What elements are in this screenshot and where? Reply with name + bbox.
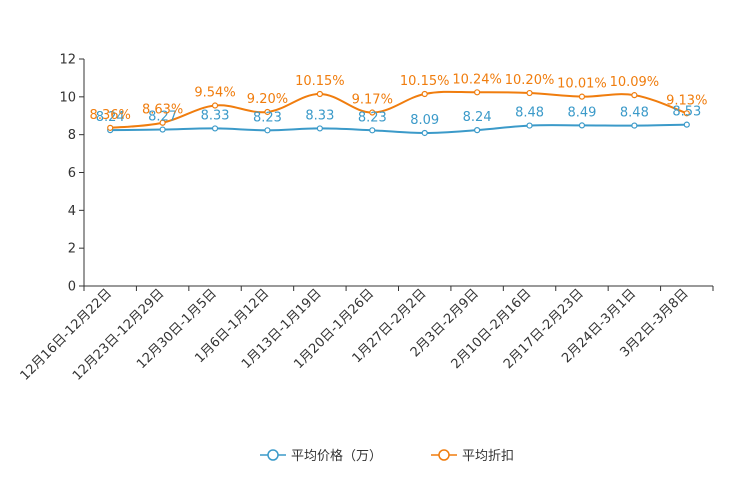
- data-point[interactable]: [264, 108, 271, 116]
- y-tick-label: 4: [68, 204, 76, 219]
- data-point[interactable]: [369, 127, 376, 134]
- data-label: 9.20%: [247, 92, 288, 107]
- data-label: 8.48: [620, 106, 649, 121]
- series-line-1: [110, 90, 688, 129]
- data-point[interactable]: [369, 109, 376, 116]
- y-tick-label: 0: [68, 280, 76, 295]
- data-label: 8.53: [672, 105, 701, 120]
- data-point[interactable]: [683, 110, 690, 117]
- data-point[interactable]: [421, 90, 428, 98]
- data-point[interactable]: [578, 93, 586, 100]
- data-point[interactable]: [211, 125, 219, 132]
- data-label: 8.49: [567, 105, 596, 120]
- data-point[interactable]: [107, 124, 114, 131]
- data-label: 8.36%: [90, 108, 131, 123]
- data-label: 9.54%: [194, 86, 235, 101]
- legend-marker: [267, 449, 279, 461]
- y-tick-label: 2: [68, 242, 76, 257]
- y-tick-label: 6: [68, 166, 76, 181]
- data-label: 8.09: [410, 113, 439, 128]
- data-point[interactable]: [526, 89, 533, 97]
- data-point[interactable]: [316, 125, 323, 132]
- data-point[interactable]: [578, 122, 586, 129]
- data-label: 8.33: [201, 108, 230, 123]
- series-line-0: [110, 123, 687, 134]
- data-point[interactable]: [264, 127, 271, 134]
- series-points: [107, 89, 690, 137]
- series-lines: [110, 90, 688, 134]
- legend-item-0[interactable]: 平均价格（万）: [260, 448, 382, 464]
- data-label: 10.15%: [400, 74, 450, 89]
- data-label: 8.23: [358, 110, 387, 125]
- data-point[interactable]: [159, 126, 166, 133]
- data-point[interactable]: [474, 127, 481, 134]
- data-label: 8.63%: [142, 103, 183, 118]
- data-label: 10.24%: [452, 72, 502, 87]
- data-point[interactable]: [316, 90, 323, 98]
- data-label: 8.33: [305, 108, 334, 123]
- data-label: 10.01%: [557, 77, 607, 92]
- y-tick-label: 10: [59, 90, 76, 105]
- data-label: 9.13%: [666, 93, 707, 108]
- data-point[interactable]: [159, 119, 166, 126]
- y-tick-label: 12: [59, 53, 76, 68]
- data-point[interactable]: [526, 122, 533, 129]
- data-label: 10.20%: [505, 73, 555, 88]
- legend[interactable]: 平均价格（万） 平均折扣: [260, 448, 514, 464]
- data-label: 8.24: [96, 110, 125, 125]
- x-tick-label: 12月16日-12月22日: [18, 286, 115, 383]
- data-label: 9.17%: [352, 93, 393, 108]
- data-point[interactable]: [631, 122, 638, 129]
- data-label: 10.09%: [610, 75, 660, 90]
- data-label: 8.23: [253, 110, 282, 125]
- data-point[interactable]: [631, 92, 638, 99]
- data-point[interactable]: [211, 102, 219, 109]
- x-tick-label: 12月23日-12月29日: [70, 286, 167, 383]
- legend-item-1[interactable]: 平均折扣: [431, 449, 514, 464]
- y-tick-label: 8: [68, 128, 76, 143]
- data-label: 8.24: [463, 110, 492, 125]
- data-point[interactable]: [683, 121, 690, 128]
- legend-label: 平均价格（万）: [291, 448, 382, 464]
- data-label: 10.15%: [295, 74, 345, 89]
- data-labels: 8.24 8.27 8.33 8.23 8.33 8.23 8.09 8.24 8.48 8.49…: [90, 72, 708, 128]
- legend-marker: [438, 449, 450, 461]
- legend-label: 平均折扣: [462, 449, 514, 464]
- data-label: 8.48: [515, 106, 544, 121]
- data-point[interactable]: [421, 129, 428, 137]
- data-label: 8.27: [148, 110, 177, 125]
- data-point[interactable]: [474, 89, 481, 96]
